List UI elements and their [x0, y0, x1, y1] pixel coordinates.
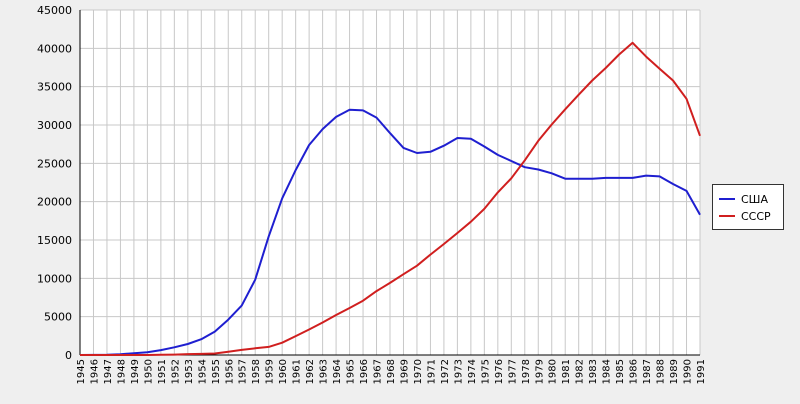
x-tick-label: 1976: [494, 359, 505, 384]
series-line-ussr: [80, 41, 701, 356]
x-tick-label: 1987: [642, 359, 653, 384]
x-tick-label: 1988: [656, 359, 667, 384]
x-tick-label: 1986: [629, 359, 640, 384]
x-tick-label: 1955: [211, 359, 222, 384]
x-tick-label: 1965: [346, 359, 357, 384]
x-tick-label: 1981: [561, 359, 572, 384]
y-tick-label: 35000: [37, 81, 72, 94]
legend-entry-ussr: СССР: [719, 209, 771, 223]
legend-swatch-ussr: [719, 215, 735, 217]
legend-label-ussr: СССР: [741, 209, 771, 223]
series-layer: [79, 41, 701, 356]
x-tick-label: 1962: [305, 359, 316, 384]
y-tick-label: 30000: [37, 119, 72, 132]
x-tick-label: 1978: [521, 359, 532, 384]
legend: США СССР: [712, 184, 784, 230]
x-tick-label: 1990: [683, 359, 694, 384]
x-tick-label: 1951: [157, 359, 168, 384]
x-tick-label: 1958: [251, 359, 262, 384]
x-tick-label: 1964: [332, 359, 343, 384]
x-tick-label: 1945: [76, 359, 87, 384]
x-tick-label: 1980: [548, 359, 559, 384]
axis-layer: 0 5000 10000 15000 20000 25000 30000 35000 40000…: [37, 4, 707, 384]
x-tick-label: 1966: [359, 359, 370, 384]
x-tick-label: 1957: [238, 359, 249, 384]
series-line-usa: [79, 108, 701, 356]
x-tick-label: 1950: [143, 359, 154, 384]
x-tick-label: 1968: [386, 359, 397, 384]
x-tick-label: 1967: [373, 359, 384, 384]
x-tick-label: 1947: [103, 359, 114, 384]
grid-layer: [79, 9, 701, 356]
y-tick-label: 10000: [37, 272, 72, 285]
x-tick-label: 1960: [278, 359, 289, 384]
y-tick-label: 20000: [37, 196, 72, 209]
x-tick-label: 1961: [292, 359, 303, 384]
y-tick-label: 40000: [37, 42, 72, 55]
x-tick-label: 1952: [170, 359, 181, 384]
y-tick-label: 45000: [37, 4, 72, 17]
x-tick-label: 1991: [696, 359, 707, 384]
y-tick-label: 15000: [37, 234, 72, 247]
x-tick-label: 1977: [507, 359, 518, 384]
y-tick-label: 0: [65, 349, 72, 362]
x-tick-label: 1975: [480, 359, 491, 384]
x-tick-label: 1971: [426, 359, 437, 384]
x-tick-label: 1970: [413, 359, 424, 384]
x-tick-label: 1969: [399, 359, 410, 384]
y-tick-label: 25000: [37, 157, 72, 170]
x-tick-label: 1974: [467, 359, 478, 384]
legend-swatch-usa: [719, 198, 735, 200]
x-tick-label: 1948: [116, 359, 127, 384]
x-tick-label: 1985: [615, 359, 626, 384]
y-tick-label: 5000: [44, 311, 72, 324]
x-tick-label: 1956: [224, 359, 235, 384]
legend-entry-usa: США: [719, 192, 768, 206]
x-tick-label: 1949: [130, 359, 141, 384]
x-tick-label: 1979: [534, 359, 545, 384]
x-tick-label: 1959: [265, 359, 276, 384]
x-tick-label: 1954: [197, 359, 208, 384]
x-tick-label: 1972: [440, 359, 451, 384]
x-tick-label: 1953: [184, 359, 195, 384]
x-tick-label: 1983: [588, 359, 599, 384]
x-tick-label: 1984: [602, 359, 613, 384]
x-tick-label: 1946: [89, 359, 100, 384]
x-tick-label: 1982: [575, 359, 586, 384]
legend-label-usa: США: [741, 192, 768, 206]
x-tick-label: 1973: [453, 359, 464, 384]
x-tick-label: 1963: [319, 359, 330, 384]
x-tick-label: 1989: [669, 359, 680, 384]
